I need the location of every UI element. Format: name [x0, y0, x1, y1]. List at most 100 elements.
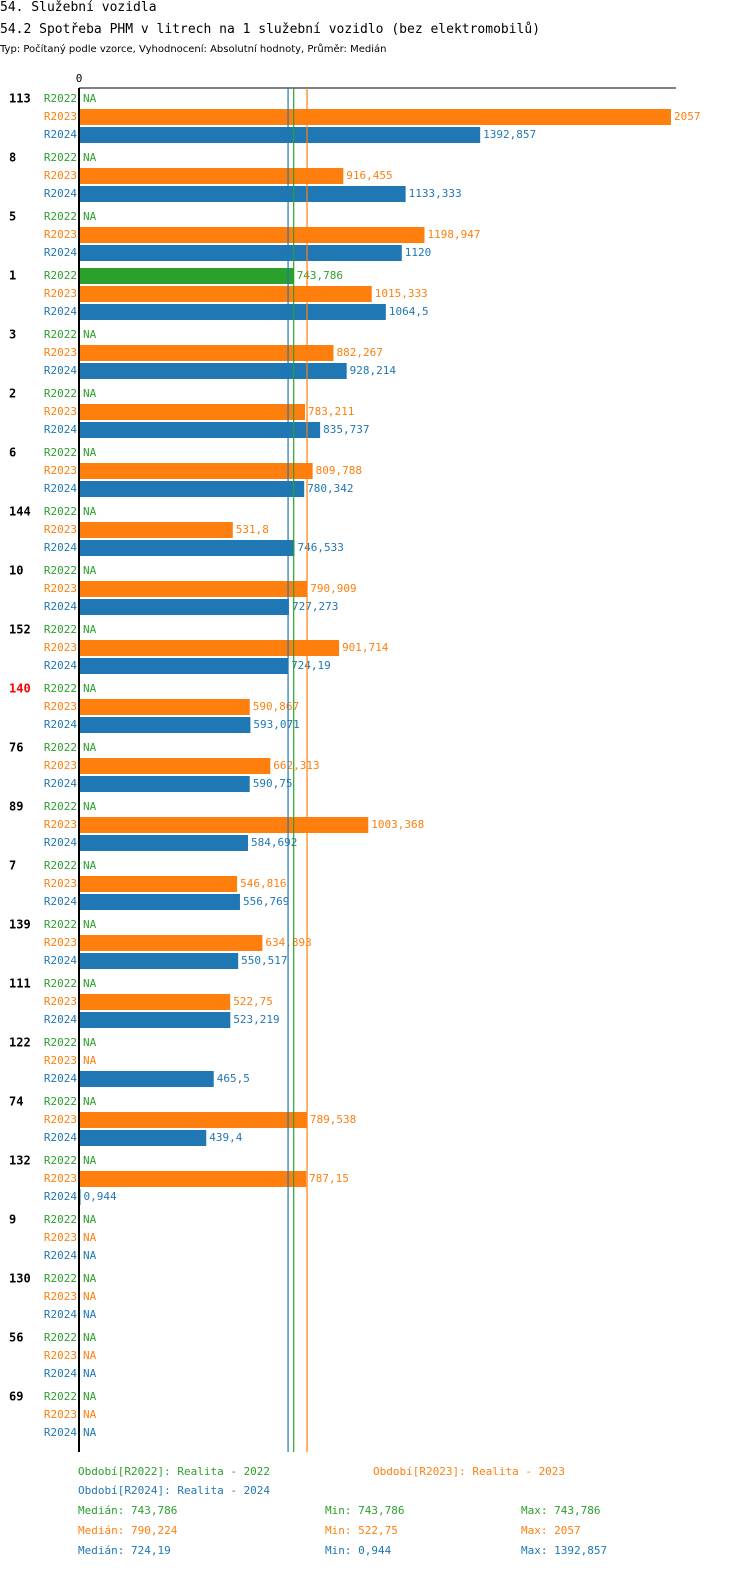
series-row-label: R2022	[44, 1331, 77, 1344]
series-row-label: R2024	[44, 1367, 77, 1380]
series-row-label: R2024	[44, 187, 77, 200]
series-row-label: R2022	[44, 977, 77, 990]
data-label: 790,909	[310, 582, 356, 595]
series-row-label: R2024	[44, 1072, 77, 1085]
bar-r2024	[80, 894, 240, 910]
bar-r2024	[80, 481, 305, 497]
category-label: 7	[9, 859, 16, 873]
series-row-label: R2022	[44, 1213, 77, 1226]
na-label: NA	[83, 1054, 97, 1067]
bar-r2023	[80, 109, 671, 125]
data-label: 1064,5	[389, 305, 429, 318]
legend-r2023: Období[R2023]: Realita - 2023	[373, 1465, 566, 1478]
series-row-label: R2024	[44, 954, 77, 967]
na-label: NA	[83, 1408, 97, 1421]
series-row-label: R2023	[44, 936, 77, 949]
data-label: 590,867	[253, 700, 299, 713]
data-label: 928,214	[350, 364, 397, 377]
bar-r2023	[80, 1171, 307, 1187]
data-label: 916,455	[346, 169, 392, 182]
bar-r2024	[80, 599, 289, 615]
data-label: 901,714	[342, 641, 389, 654]
data-label: 523,219	[233, 1013, 279, 1026]
bar-r2024	[80, 186, 406, 202]
bar-r2024	[80, 953, 239, 969]
bar-r2024	[80, 422, 321, 438]
stat-max-r2024: Max: 1392,857	[521, 1544, 608, 1557]
series-row-label: R2023	[44, 700, 77, 713]
na-label: NA	[83, 387, 97, 400]
series-row-label: R2023	[44, 228, 77, 241]
series-row-label: R2024	[44, 1249, 77, 1262]
bar-r2024	[80, 1012, 231, 1028]
na-label: NA	[83, 505, 97, 518]
data-label: 783,211	[308, 405, 354, 418]
na-label: NA	[83, 859, 97, 872]
category-label: 76	[9, 741, 23, 755]
bar-r2024	[80, 658, 289, 674]
category-label: 139	[9, 918, 31, 932]
data-label: 584,692	[251, 836, 297, 849]
series-row-label: R2023	[44, 1113, 77, 1126]
na-label: NA	[83, 1272, 97, 1285]
series-row-label: R2023	[44, 877, 77, 890]
stat-median-r2023: Medián: 790,224	[78, 1524, 178, 1537]
bar-r2023	[80, 994, 231, 1010]
series-row-label: R2023	[44, 1290, 77, 1303]
series-row-label: R2022	[44, 1390, 77, 1403]
series-row-label: R2022	[44, 505, 77, 518]
series-row-label: R2022	[44, 1272, 77, 1285]
na-label: NA	[83, 92, 97, 105]
data-label: 746,533	[297, 541, 343, 554]
series-row-label: R2023	[44, 1349, 77, 1362]
category-label: 5	[9, 210, 16, 224]
data-label: 546,816	[240, 877, 286, 890]
series-row-label: R2024	[44, 305, 77, 318]
series-row-label: R2023	[44, 1408, 77, 1421]
bar-r2024	[80, 363, 347, 379]
category-label: 74	[9, 1095, 23, 1109]
category-label: 10	[9, 564, 23, 578]
data-label: 789,538	[310, 1113, 356, 1126]
series-row-label: R2022	[44, 1154, 77, 1167]
series-row-label: R2022	[44, 387, 77, 400]
na-label: NA	[83, 1331, 97, 1344]
series-row-label: R2022	[44, 151, 77, 164]
series-row-label: R2022	[44, 210, 77, 223]
bar-r2023	[80, 699, 250, 715]
stat-min-r2022: Min: 743,786	[325, 1504, 405, 1517]
series-row-label: R2022	[44, 328, 77, 341]
series-row-label: R2023	[44, 1054, 77, 1067]
data-label: 662,313	[273, 759, 319, 772]
series-row-label: R2022	[44, 682, 77, 695]
chart-title: 54.2 Spotřeba PHM v litrech na 1 služebn…	[0, 22, 541, 37]
data-label: 835,737	[323, 423, 369, 436]
legend-r2022: Období[R2022]: Realita - 2022	[78, 1465, 271, 1478]
category-label: 2	[9, 387, 16, 401]
data-label: 439,4	[209, 1131, 242, 1144]
x-axis-zero-label: 0	[76, 72, 83, 85]
bar-r2023	[80, 227, 425, 243]
series-row-label: R2022	[44, 1036, 77, 1049]
series-row-label: R2023	[44, 641, 77, 654]
stat-max-r2023: Max: 2057	[521, 1524, 581, 1537]
na-label: NA	[83, 1367, 97, 1380]
bar-r2023	[80, 581, 308, 597]
bar-r2024	[80, 1130, 207, 1146]
na-label: NA	[83, 328, 97, 341]
series-row-label: R2024	[44, 1131, 77, 1144]
stat-min-r2023: Min: 522,75	[325, 1524, 398, 1537]
category-label: 140	[9, 682, 31, 696]
series-row-label: R2024	[44, 659, 77, 672]
na-label: NA	[83, 918, 97, 931]
series-row-label: R2022	[44, 564, 77, 577]
bar-r2023	[80, 286, 372, 302]
data-label: 2057	[674, 110, 701, 123]
series-row-label: R2024	[44, 482, 77, 495]
data-label: 882,267	[336, 346, 382, 359]
data-label: 1133,333	[409, 187, 462, 200]
data-label: 465,5	[217, 1072, 250, 1085]
data-label: 780,342	[307, 482, 353, 495]
category-label: 6	[9, 446, 16, 460]
bar-r2022	[80, 268, 294, 284]
